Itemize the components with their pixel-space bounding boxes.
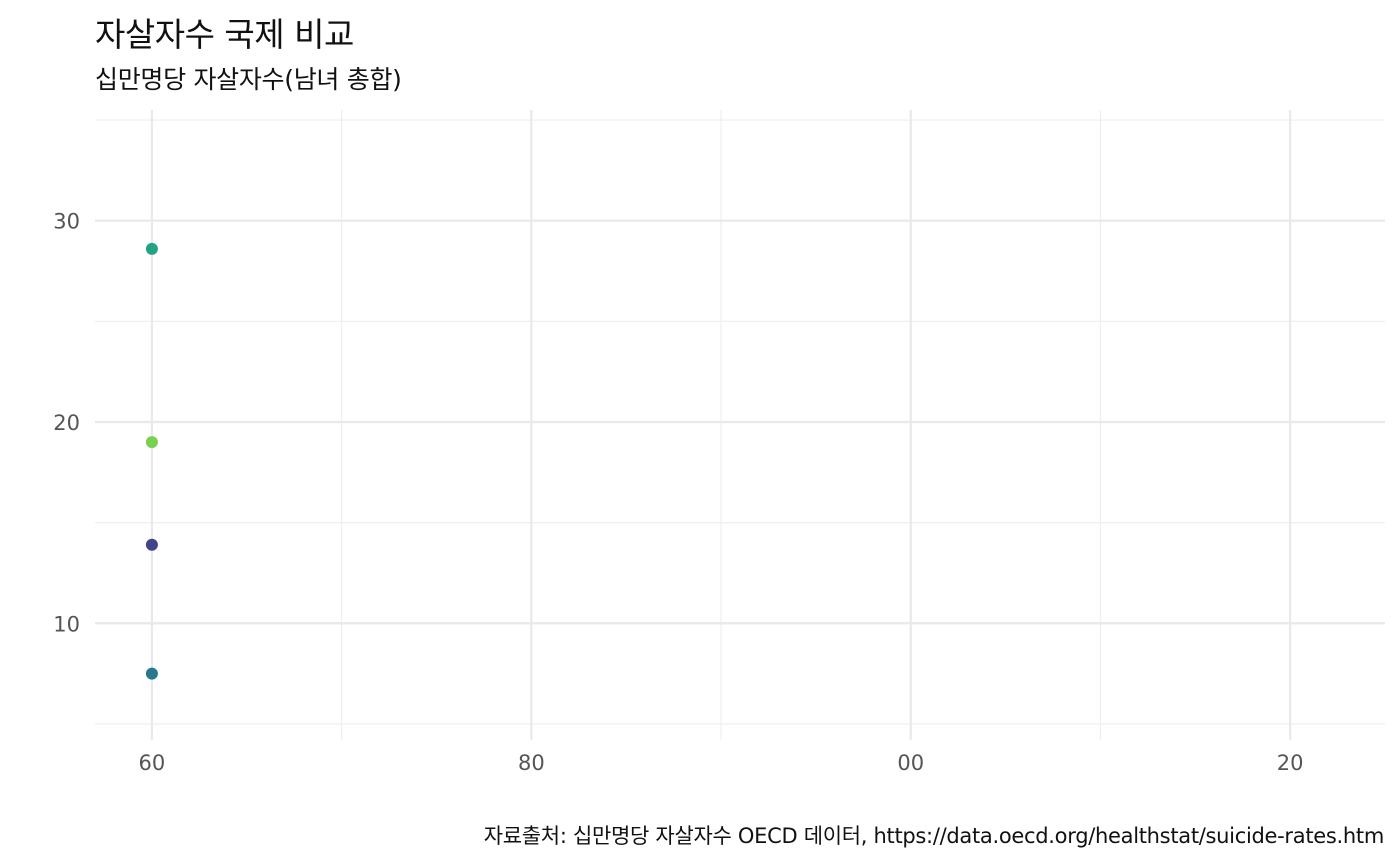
data-point bbox=[145, 538, 158, 551]
data-point bbox=[145, 436, 158, 449]
x-tick-label: 60 bbox=[139, 751, 166, 775]
chart-caption: 자료출처: 십만명당 자살자수 OECD 데이터, https://data.o… bbox=[483, 824, 1385, 848]
x-tick-label: 80 bbox=[518, 751, 545, 775]
y-tick-label: 10 bbox=[53, 612, 80, 636]
x-tick-label: 00 bbox=[897, 751, 924, 775]
x-axis-tick-labels: 60 80 00 20 bbox=[139, 751, 1304, 775]
data-point bbox=[145, 667, 158, 680]
data-points bbox=[145, 242, 158, 680]
chart-subtitle: 십만명당 자살자수(남녀 총합) bbox=[95, 65, 402, 94]
x-tick-label: 20 bbox=[1277, 751, 1304, 775]
y-axis-tick-labels: 10 20 30 bbox=[53, 210, 80, 637]
data-point bbox=[145, 242, 158, 255]
minor-gridlines bbox=[95, 110, 1385, 740]
y-tick-label: 30 bbox=[53, 210, 80, 234]
y-tick-label: 20 bbox=[53, 411, 80, 435]
major-gridlines bbox=[95, 110, 1385, 740]
chart-title: 자살자수 국제 비교 bbox=[95, 15, 354, 54]
